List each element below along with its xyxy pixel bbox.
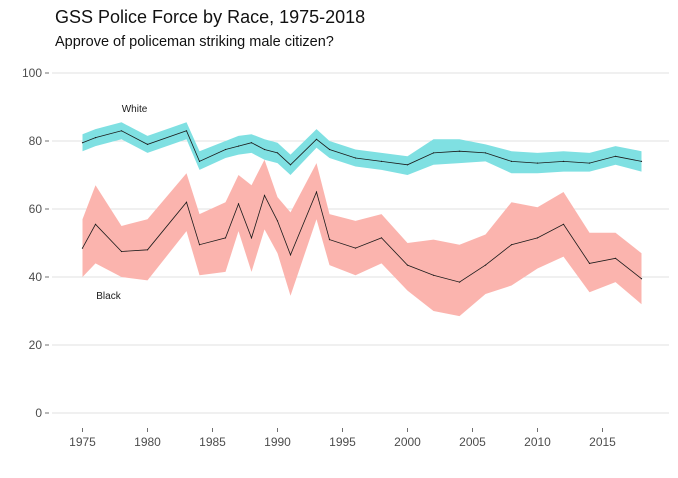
x-tick-label-2000: 2000 [394,435,421,449]
point-black-2006 [484,264,487,266]
y-tick-label-20: 20 [29,338,43,352]
point-black-1983 [185,201,188,203]
point-white-1976 [94,137,97,139]
point-black-1988 [250,237,253,239]
series-lines [82,130,642,283]
point-white-1994 [328,148,331,151]
data-points [81,130,643,283]
y-tick-label-40: 40 [29,270,43,284]
point-black-2002 [432,274,435,276]
point-black-1990 [276,220,279,222]
point-white-1987 [237,145,240,147]
line-white [82,130,642,166]
point-white-2012 [562,160,565,162]
point-black-1989 [263,194,266,196]
point-white-2008 [510,160,513,162]
point-black-2010 [536,237,539,239]
y-tick-label-100: 100 [22,66,42,80]
point-white-2016 [614,155,617,157]
x-tick-label-1985: 1985 [199,435,226,449]
grid-lines [52,72,669,414]
point-white-1996 [354,157,357,159]
point-white-1989 [263,148,266,151]
band-black [82,159,642,317]
band-white [82,122,642,175]
point-black-1996 [354,247,357,249]
point-white-2010 [536,162,539,164]
confidence-bands [82,122,642,317]
point-black-2008 [510,244,513,246]
x-tick-label-2010: 2010 [524,435,551,449]
point-black-2014 [588,262,591,264]
x-tick-label-1975: 1975 [69,435,96,449]
point-black-1998 [380,237,383,239]
point-white-1991 [289,164,292,166]
y-tick-label-80: 80 [29,134,43,148]
point-black-2000 [406,264,409,266]
annotation-black: Black [96,291,121,302]
point-white-1986 [224,148,227,151]
point-black-1986 [224,237,227,239]
y-tick-label-0: 0 [35,406,42,420]
point-white-1983 [185,130,188,132]
point-black-1976 [94,223,97,225]
x-tick-label-1995: 1995 [329,435,356,449]
point-black-1984 [198,244,201,246]
series-annotations: White Black [96,104,147,302]
point-white-2002 [432,152,435,154]
point-white-2014 [588,162,591,164]
point-white-1980 [146,143,149,145]
point-black-2016 [614,257,617,259]
point-black-1993 [315,191,318,193]
point-white-2000 [406,164,409,166]
point-white-2004 [458,150,461,152]
point-black-2018 [640,278,643,280]
x-tick-label-1980: 1980 [134,435,161,449]
chart-title: GSS Police Force by Race, 1975-2018 [55,7,366,27]
point-black-1975 [81,247,84,249]
point-black-2012 [562,223,565,225]
point-black-2004 [458,281,461,283]
y-tick-label-60: 60 [29,202,43,216]
point-white-1988 [250,142,253,144]
x-tick-label-1990: 1990 [264,435,291,449]
point-black-1980 [146,249,149,251]
point-white-1975 [81,142,84,144]
point-white-2018 [640,160,643,162]
x-tick-label-2005: 2005 [459,435,486,449]
point-black-1987 [237,203,240,205]
point-white-2006 [484,152,487,154]
point-white-1998 [380,160,383,162]
point-black-1991 [289,254,292,256]
y-axis-ticks: 0 20 40 60 80 100 [22,66,49,420]
chart-subtitle: Approve of policeman striking male citiz… [55,34,334,50]
point-black-1978 [120,250,123,253]
annotation-white: White [122,104,148,115]
point-black-1994 [328,239,331,241]
point-white-1978 [120,130,123,132]
line-black [82,190,642,283]
point-white-1990 [276,152,279,154]
x-axis-ticks: 1975 1980 1985 1990 1995 2000 2005 2010 2015 [69,428,616,449]
x-tick-label-2015: 2015 [589,435,616,449]
point-white-1993 [315,138,318,140]
point-white-1984 [198,160,201,162]
